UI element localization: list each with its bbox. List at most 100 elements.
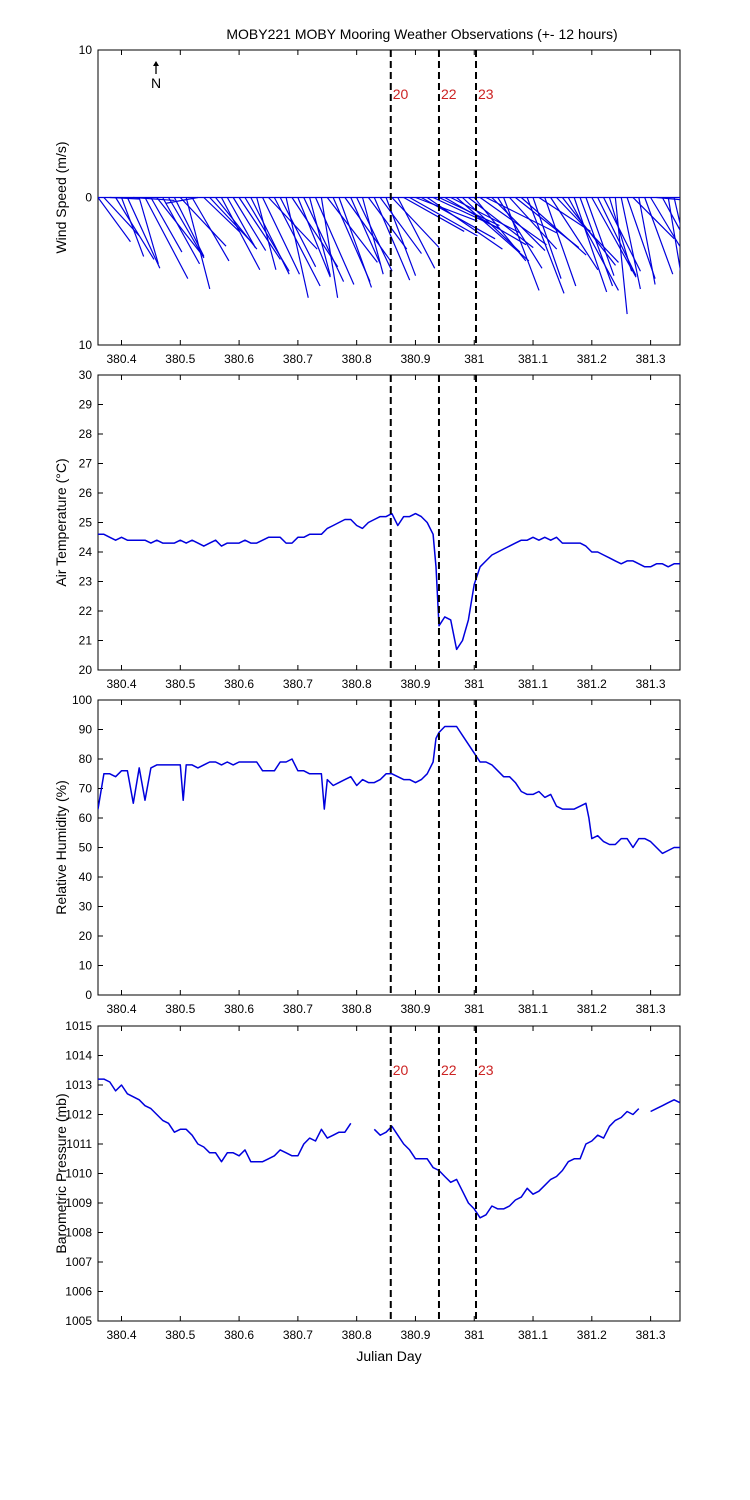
x-tick-label: 380.9 — [400, 1002, 430, 1016]
x-tick-label: 381.1 — [518, 1328, 548, 1342]
x-tick-label: 380.9 — [400, 677, 430, 691]
wind-stick — [397, 197, 436, 269]
y-tick-label: 1015 — [65, 1019, 92, 1033]
y-tick-label: 30 — [79, 368, 93, 382]
series-line — [650, 1099, 680, 1113]
wind-stick — [597, 197, 637, 276]
y-tick-label: 70 — [79, 782, 93, 796]
series-group — [98, 1078, 680, 1219]
wind-stick — [285, 197, 309, 298]
y-tick-label: 1013 — [65, 1078, 92, 1092]
wind-stick — [550, 197, 599, 271]
wind-stick — [391, 197, 440, 249]
y-tick-label: 1014 — [65, 1049, 92, 1063]
x-tick-label: 380.7 — [283, 1002, 313, 1016]
y-axis-title: Relative Humidity (%) — [53, 780, 69, 915]
wind-stick — [162, 197, 201, 265]
wind-stick — [679, 197, 680, 200]
wind-stick — [303, 197, 345, 282]
y-tick-label: 20 — [79, 929, 93, 943]
series-group — [98, 725, 680, 855]
wind-stick — [573, 197, 608, 293]
wind-stick — [544, 197, 577, 287]
x-tick-label: 381 — [464, 677, 484, 691]
wind-stick — [620, 197, 641, 290]
y-tick-label: 26 — [79, 486, 93, 500]
y-tick-label: 29 — [79, 398, 93, 412]
wind-stick — [491, 197, 546, 252]
x-tick-label: 380.4 — [106, 677, 136, 691]
y-tick-label: 90 — [79, 723, 93, 737]
y-tick-label: 25 — [79, 516, 93, 530]
x-tick-label: 380.8 — [342, 352, 372, 366]
y-tick-label: 21 — [79, 634, 93, 648]
x-tick-label: 381.2 — [577, 1328, 607, 1342]
series-line — [98, 1078, 352, 1163]
x-tick-label: 380.6 — [224, 677, 254, 691]
x-tick-label: 381.1 — [518, 352, 548, 366]
y-axis-title: Barometric Pressure (mb) — [53, 1093, 69, 1253]
wind-stick — [367, 197, 408, 250]
north-label: N — [151, 75, 161, 91]
event-marker-label: 22 — [441, 86, 457, 102]
wind-stick — [185, 197, 211, 290]
wind-stick — [279, 197, 317, 268]
x-tick-label: 380.4 — [106, 1002, 136, 1016]
x-tick-label: 380.5 — [165, 1002, 195, 1016]
y-tick-label: 30 — [79, 900, 93, 914]
wind-stick — [497, 197, 543, 269]
y-tick-label: 0 — [85, 988, 92, 1002]
y-tick-label: 0 — [85, 191, 92, 205]
wind-stick — [503, 197, 540, 291]
y-tick-label: 24 — [79, 545, 93, 559]
wind-stick — [138, 197, 159, 265]
y-tick-label: 1009 — [65, 1196, 92, 1210]
y-tick-label: 40 — [79, 870, 93, 884]
wind-stick — [473, 197, 527, 262]
wind-stick — [626, 197, 656, 279]
wind-stick — [297, 197, 331, 278]
y-tick-label: 20 — [79, 663, 93, 677]
wind-stick — [379, 197, 422, 254]
wind-stick — [403, 196, 465, 232]
y-tick-label: 1008 — [65, 1226, 92, 1240]
y-tick-label: 1010 — [65, 1167, 92, 1181]
x-tick-label: 381.1 — [518, 677, 548, 691]
y-tick-label: 10 — [79, 959, 93, 973]
x-tick-label: 380.6 — [224, 352, 254, 366]
wind-stick — [115, 197, 155, 260]
series-line — [373, 1108, 640, 1219]
x-tick-label: 380.7 — [283, 677, 313, 691]
x-tick-label: 380.4 — [106, 352, 136, 366]
wind-stick — [479, 197, 547, 246]
pressure-panel: 380.4 380.5 380.6 380.7 380.8 380.9 381 381.1 38… — [53, 1019, 681, 1364]
y-axis-title: Air Temperature (°C) — [53, 458, 69, 586]
event-marker-label: 20 — [393, 86, 409, 102]
wind-stick — [520, 197, 587, 256]
event-marker-label: 20 — [393, 1062, 409, 1078]
x-tick-label: 380.5 — [165, 1328, 195, 1342]
x-tick-label: 381.2 — [577, 352, 607, 366]
wind-stick — [532, 197, 562, 279]
wind-stick — [509, 197, 558, 250]
wind-stick — [250, 197, 290, 275]
y-tick-label: 60 — [79, 811, 93, 825]
wind-stick — [661, 197, 680, 232]
north-arrow-head-icon — [153, 61, 159, 66]
x-tick-label: 380.5 — [165, 352, 195, 366]
wind-stick — [538, 196, 591, 232]
plot-frame — [97, 699, 681, 996]
chart-title: MOBY221 MOBY Mooring Weather Observation… — [226, 26, 617, 42]
humidity-panel: 380.4 380.5 380.6 380.7 380.8 380.9 381 381.1 38… — [53, 693, 681, 1016]
wind-stick — [203, 197, 240, 232]
wind-stick — [165, 196, 199, 204]
wind-stick — [320, 197, 339, 298]
wind-stick — [614, 197, 628, 315]
wind-stick — [350, 197, 381, 265]
wind-stick — [215, 197, 258, 250]
wind-stick — [450, 196, 521, 234]
y-tick-label: 1012 — [65, 1108, 92, 1122]
event-marker-label: 23 — [478, 86, 494, 102]
y-tick-label: 10 — [79, 43, 93, 57]
